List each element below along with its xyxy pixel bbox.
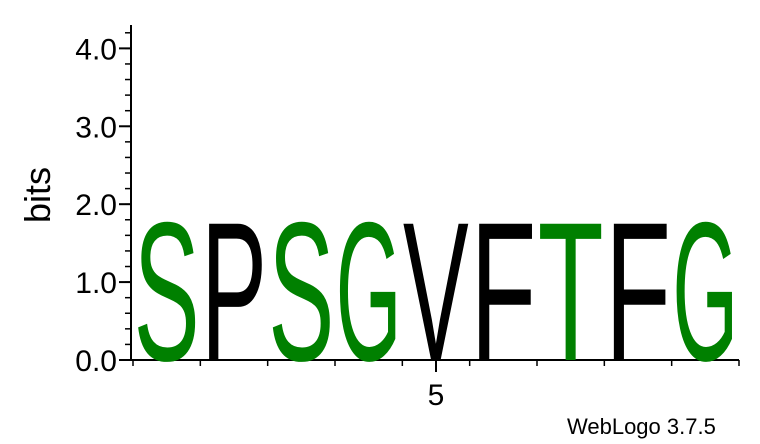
y-tick-label: 1.0 (75, 267, 117, 300)
logo-letter-v: V (403, 181, 469, 403)
logo-letter-t: T (538, 181, 604, 402)
x-tick-label: 5 (428, 379, 445, 412)
weblogo-credit: WebLogo 3.7.5 (567, 414, 716, 439)
y-axis: 0.0 1.0 2.0 3.0 4.0 (75, 25, 132, 378)
y-tick-label: 3.0 (75, 111, 117, 144)
logo-letter-p: P (201, 182, 267, 403)
y-axis-label: bits (17, 167, 58, 223)
y-tick-label: 0.0 (75, 345, 117, 378)
logo-letter-s: S (268, 182, 334, 403)
y-tick-label: 4.0 (75, 33, 117, 66)
x-axis: 5 (131, 359, 740, 412)
logo-letter-f: F (605, 181, 671, 402)
y-tick-label: 2.0 (75, 189, 117, 222)
logo-letter-g: G (336, 182, 402, 403)
logo-letter-s: S (134, 182, 200, 403)
logo-letter-f: F (470, 181, 536, 402)
logo-letter-g: G (672, 182, 738, 403)
